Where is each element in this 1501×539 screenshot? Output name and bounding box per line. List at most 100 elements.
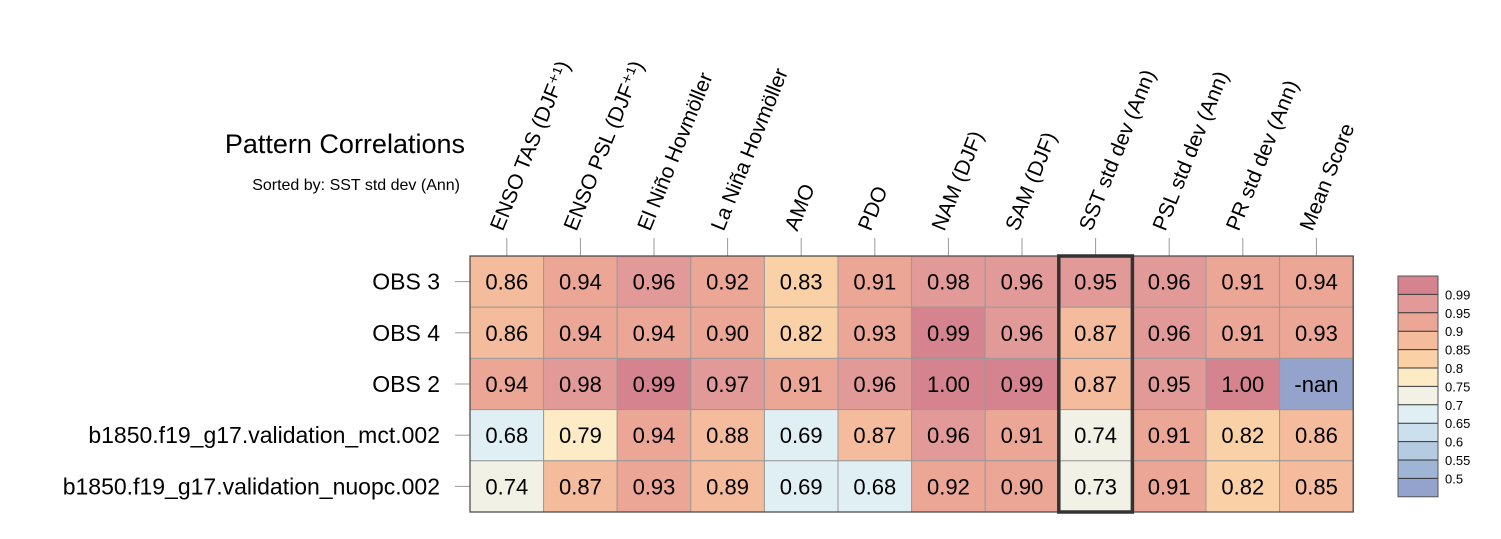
heatmap-cell bbox=[984, 255, 1060, 308]
cell-value-label: 0.86 bbox=[1295, 423, 1338, 448]
heatmap-cell bbox=[1279, 306, 1354, 359]
cell-value-label: 0.90 bbox=[706, 321, 749, 346]
colorbar-segment bbox=[1398, 368, 1438, 387]
colorbar-tick-label: 0.6 bbox=[1445, 435, 1463, 450]
colorbar-tick-label: 0.85 bbox=[1445, 343, 1470, 358]
heatmap-cell bbox=[1058, 255, 1133, 308]
colorbar-segment bbox=[1398, 478, 1438, 497]
colorbar-border bbox=[1397, 275, 1439, 498]
column-header: SAM (DJF) bbox=[1001, 129, 1061, 234]
cell-value-label: 0.68 bbox=[853, 474, 896, 499]
cell-value-label: 0.93 bbox=[1295, 321, 1338, 346]
cell-value-label: 0.96 bbox=[1148, 321, 1191, 346]
cell-value-label: 0.92 bbox=[706, 270, 749, 295]
cell-value-label: 0.96 bbox=[633, 270, 676, 295]
heatmap-cell bbox=[543, 357, 618, 411]
cell-value-label: 0.91 bbox=[1001, 423, 1044, 448]
cell-value-label: 0.94 bbox=[485, 372, 528, 397]
cell-value-label: 0.88 bbox=[706, 423, 749, 448]
column-header: PDO bbox=[854, 183, 892, 234]
heatmap-cell bbox=[763, 306, 839, 359]
cell-value-label: 0.79 bbox=[559, 423, 602, 448]
heatmap-cell bbox=[616, 460, 692, 513]
cell-value-label: 0.89 bbox=[706, 474, 749, 499]
cell-value-label: 0.97 bbox=[706, 372, 749, 397]
cell-value-label: 0.96 bbox=[1001, 270, 1044, 295]
cell-value-label: 0.91 bbox=[1221, 321, 1264, 346]
colorbar-segment bbox=[1398, 312, 1438, 332]
column-header: La Niña Hovmöller bbox=[707, 65, 793, 234]
colorbar-tick-label: 0.99 bbox=[1445, 287, 1470, 302]
cell-value-label: 0.94 bbox=[1295, 270, 1338, 295]
cell-value-label: 0.99 bbox=[1001, 372, 1044, 397]
cell-value-label: 0.82 bbox=[1221, 423, 1264, 448]
cell-value-label: 1.00 bbox=[1221, 372, 1264, 397]
heatmap-cell bbox=[1205, 306, 1281, 359]
cell-value-label: 0.82 bbox=[1221, 474, 1264, 499]
cell-value-label: 0.90 bbox=[1001, 474, 1044, 499]
heatmap-cell bbox=[543, 460, 618, 513]
colorbar-segment bbox=[1398, 423, 1438, 442]
cell-value-label: 0.93 bbox=[853, 321, 896, 346]
row-label: OBS 4 bbox=[372, 320, 440, 346]
cell-value-label: 0.99 bbox=[927, 321, 970, 346]
column-header: SST std dev (Ann) bbox=[1075, 67, 1160, 234]
cell-value-label: 0.96 bbox=[1148, 270, 1191, 295]
cell-value-label: 0.94 bbox=[633, 423, 676, 448]
heatmap-cell bbox=[1279, 357, 1354, 411]
cell-value-label: 0.99 bbox=[633, 372, 676, 397]
heatmap-cell bbox=[911, 357, 986, 411]
cell-value-label: 0.98 bbox=[559, 372, 602, 397]
row-label: b1850.f19_g17.validation_nuopc.002 bbox=[63, 473, 440, 499]
colorbar-segment bbox=[1398, 294, 1438, 313]
cell-value-label: 0.91 bbox=[1148, 423, 1191, 448]
cell-value-label: 0.83 bbox=[780, 270, 823, 295]
heatmap-cell bbox=[1131, 306, 1207, 359]
cell-value-label: 0.98 bbox=[927, 270, 970, 295]
heatmap-cell bbox=[984, 357, 1060, 411]
column-header: PR std dev (Ann) bbox=[1222, 77, 1303, 234]
heatmap-cell bbox=[837, 409, 913, 462]
cell-value-label: 0.69 bbox=[780, 474, 823, 499]
heatmap-cell bbox=[1279, 409, 1354, 462]
cell-value-label: 0.96 bbox=[853, 372, 896, 397]
heatmap-cell bbox=[1058, 409, 1133, 462]
cell-value-label: 0.86 bbox=[485, 270, 528, 295]
cell-value-label: 0.86 bbox=[485, 321, 528, 346]
cell-value-label: 0.95 bbox=[1148, 372, 1191, 397]
colorbar-tick-label: 0.65 bbox=[1445, 416, 1470, 431]
column-header: NAM (DJF) bbox=[928, 128, 989, 234]
cell-value-label: 0.96 bbox=[1001, 321, 1044, 346]
row-label: OBS 3 bbox=[372, 269, 440, 295]
colorbar-legend: 0.99 0.95 0.9 0.85 0.8 0.75 0.7 0.65 0.6 0.55 0.5 bbox=[1397, 275, 1470, 498]
colorbar-tick-label: 0.75 bbox=[1445, 379, 1470, 394]
colorbar-segment bbox=[1398, 331, 1438, 350]
heatmap-cell bbox=[1131, 409, 1207, 462]
heatmap-cell bbox=[469, 357, 545, 411]
cell-value-label: 0.91 bbox=[780, 372, 823, 397]
cell-value-label: 1.00 bbox=[927, 372, 970, 397]
cell-value-label: 0.87 bbox=[1074, 372, 1117, 397]
heatmap-cell bbox=[763, 409, 839, 462]
cell-value-label: -nan bbox=[1294, 372, 1338, 397]
cell-value-label: 0.91 bbox=[853, 270, 896, 295]
heatmap-cell bbox=[984, 460, 1060, 513]
row-label: b1850.f19_g17.validation_mct.002 bbox=[88, 422, 440, 448]
cell-value-label: 0.94 bbox=[559, 321, 602, 346]
cell-value-label: 0.96 bbox=[927, 423, 970, 448]
cell-value-label: 0.69 bbox=[780, 423, 823, 448]
highlight-box bbox=[1057, 254, 1135, 514]
cell-value-label: 0.87 bbox=[853, 423, 896, 448]
row-labels: OBS 3 OBS 4 OBS 2 b1850.f19_g17.validation_… bbox=[63, 269, 470, 499]
colorbar-tick-label: 0.55 bbox=[1445, 453, 1470, 468]
cell-value-label: 0.94 bbox=[559, 270, 602, 295]
cell-value-label: 0.85 bbox=[1295, 474, 1338, 499]
cell-value-label: 0.92 bbox=[927, 474, 970, 499]
cell-value-label: 0.91 bbox=[1221, 270, 1264, 295]
cell-value-label: 0.82 bbox=[780, 321, 823, 346]
column-header: PSL std dev (Ann) bbox=[1149, 68, 1234, 234]
column-header: AMO bbox=[781, 181, 820, 234]
heatmap-cell bbox=[690, 306, 765, 359]
column-headers: ENSO TAS (DJF⁺¹)ENSO PSL (DJF⁺¹)El Niño … bbox=[486, 58, 1359, 256]
heatmap-cell bbox=[837, 460, 913, 513]
